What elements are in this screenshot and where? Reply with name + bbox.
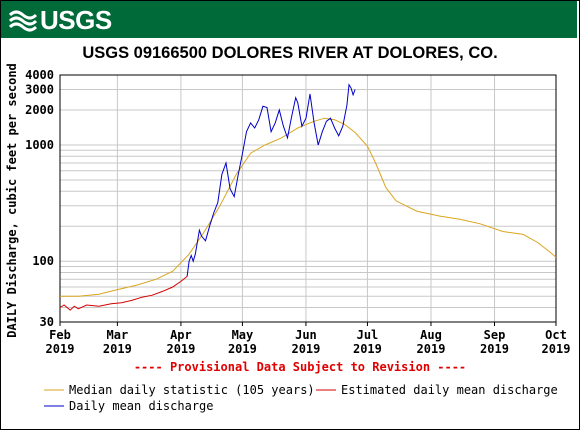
x-tick-label-year: 2019 <box>542 342 571 356</box>
series-line-0 <box>60 117 557 297</box>
y-axis-label: DAILY Discharge, cubic feet per second <box>5 63 19 338</box>
legend-label: Median daily statistic (105 years) <box>69 383 315 397</box>
y-tick-label: 100 <box>32 254 54 268</box>
x-tick-label-year: 2019 <box>291 342 320 356</box>
usgs-logo-text: USGS <box>40 4 112 35</box>
x-tick-label-year: 2019 <box>166 342 195 356</box>
x-tick-label-month: Feb <box>49 328 71 342</box>
y-tick-label: 4000 <box>25 68 54 82</box>
x-tick-label-year: 2019 <box>46 342 75 356</box>
legend-label: Daily mean discharge <box>69 399 214 413</box>
chart-title: USGS 09166500 DOLORES RIVER AT DOLORES, … <box>82 44 498 62</box>
legend-label: Estimated daily mean discharge <box>341 383 558 397</box>
x-tick-label-month: May <box>232 328 254 342</box>
x-tick-label-year: 2019 <box>417 342 446 356</box>
x-tick-label-month: Mar <box>107 328 129 342</box>
x-tick-label-year: 2019 <box>480 342 509 356</box>
x-tick-label-month: Jul <box>357 328 379 342</box>
y-tick-label: 1000 <box>25 138 54 152</box>
x-tick-label-month: Sep <box>484 328 506 342</box>
x-tick-label-year: 2019 <box>353 342 382 356</box>
provisional-annotation: ---- Provisional Data Subject to Revisio… <box>134 360 466 374</box>
series-line-1 <box>59 276 188 311</box>
x-tick-label-month: Aug <box>420 328 442 342</box>
x-tick-label-year: 2019 <box>103 342 132 356</box>
plot-area <box>59 74 557 323</box>
y-tick-label: 30 <box>40 315 54 329</box>
y-tick-label: 2000 <box>25 103 54 117</box>
x-tick-label-month: Jun <box>295 328 317 342</box>
usgs-logo[interactable]: USGS <box>9 5 112 35</box>
usgs-banner: USGS <box>1 1 577 38</box>
usgs-wave-icon <box>9 10 37 32</box>
x-tick-label-month: Apr <box>170 328 192 342</box>
y-tick-label: 3000 <box>25 83 54 97</box>
series-line-2 <box>186 83 356 277</box>
x-tick-label-year: 2019 <box>228 342 257 356</box>
x-tick-label-month: Oct <box>545 328 567 342</box>
